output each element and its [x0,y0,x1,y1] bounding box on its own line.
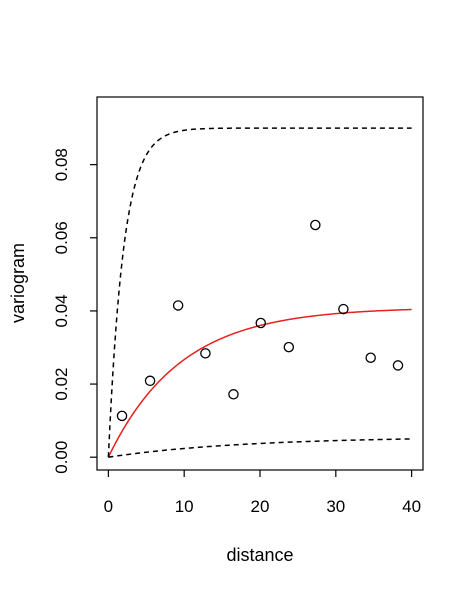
x-tick-label: 10 [175,497,194,516]
data-point [255,317,267,329]
data-point [200,348,211,359]
plot-frame [96,96,424,471]
x-tick-label: 0 [104,497,113,516]
x-axis-label: distance [226,545,293,565]
y-tick-label: 0.00 [52,441,71,474]
data-points [116,219,404,422]
x-tick-label: 40 [402,497,421,516]
data-point [310,219,321,231]
y-tick-label: 0.02 [52,368,71,401]
data-point [392,360,404,371]
data-point [116,410,128,422]
y-tick-label: 0.08 [52,148,71,181]
data-point [172,300,184,311]
data-point [228,389,239,400]
model-curves [107,127,412,458]
data-point [283,341,295,353]
fitted-model-curve [107,308,412,458]
data-point [365,352,376,363]
data-point [144,375,156,387]
y-tick-label: 0.04 [52,294,71,327]
x-tick-label: 30 [326,497,345,516]
y-tick-label: 0.06 [52,221,71,254]
data-point [338,303,349,315]
y-axis-label: variogram [8,243,28,323]
x-tick-label: 20 [251,497,270,516]
axes: 0 10 20 30 40 0.00 0.02 0.04 0.06 0.08 [52,148,421,516]
envelope-curve [108,438,412,458]
envelope-curve [107,127,412,458]
